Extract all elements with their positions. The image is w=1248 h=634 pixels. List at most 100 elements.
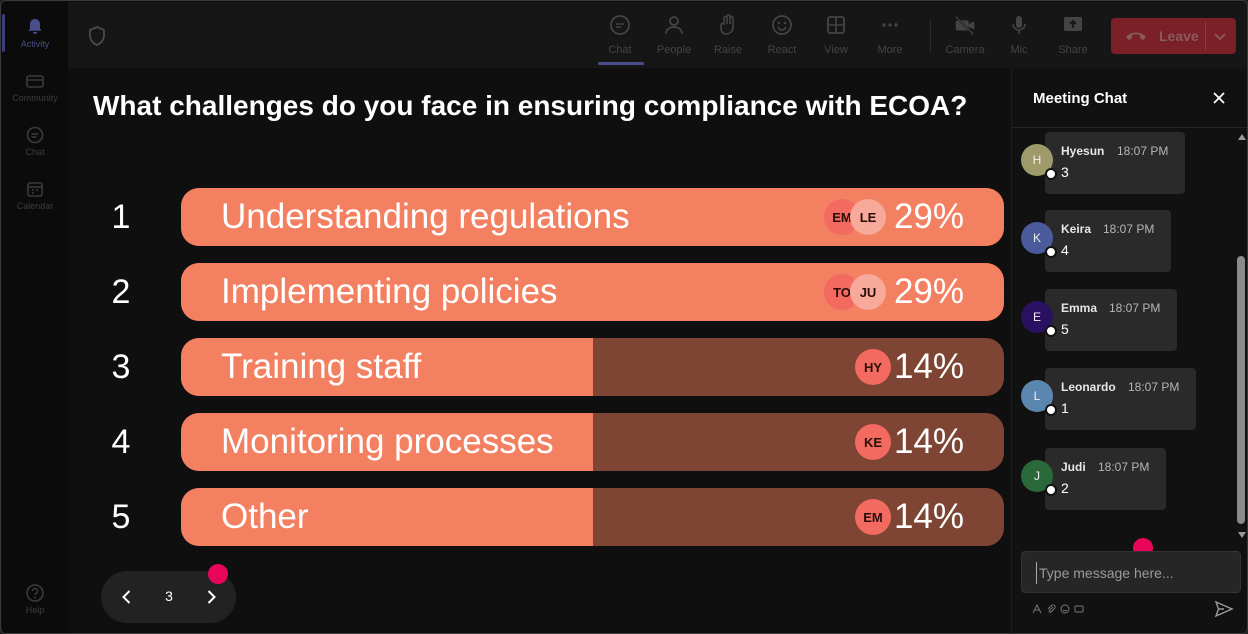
option-bar-fill (181, 488, 593, 546)
scrollbar-thumb[interactable] (1237, 256, 1245, 524)
option-bar: Other EM 14% (181, 488, 1004, 546)
message-time: 18:07 PM (1117, 144, 1169, 158)
message-bubble: Hyesun 18:07 PM 3 (1045, 132, 1185, 194)
chat-title: Meeting Chat (1033, 90, 1128, 107)
status-dot-icon (1045, 246, 1057, 258)
scroll-up-icon[interactable] (1238, 134, 1246, 140)
compose-tools (1032, 604, 1084, 614)
rail-item-label: Chat (25, 147, 45, 157)
avatar: L (1021, 380, 1053, 412)
chat-header: Meeting Chat (1012, 68, 1247, 128)
toolbar-share-button[interactable]: Share (1049, 12, 1097, 62)
message-time: 18:07 PM (1103, 222, 1155, 236)
shield-icon[interactable] (88, 26, 106, 46)
emoji-icon[interactable] (1060, 604, 1070, 614)
option-number: 1 (111, 197, 131, 236)
attach-icon[interactable] (1046, 604, 1056, 614)
rail-item-label: Help (25, 605, 45, 615)
close-icon[interactable] (1211, 90, 1227, 106)
poll-option: 1 Understanding regulations EM LE 29% (68, 188, 1011, 246)
toolbar-more-button[interactable]: More (866, 12, 914, 62)
avatar: K (1021, 222, 1053, 254)
rail-item-chat[interactable]: Chat (2, 116, 68, 166)
chat-message: Judi 18:07 PM 2 J (1012, 448, 1247, 510)
message-time: 18:07 PM (1109, 301, 1161, 315)
option-percent: 14% (893, 422, 964, 461)
option-bar-fill (181, 338, 593, 396)
option-number: 2 (111, 272, 131, 311)
rail-item-activity[interactable]: Activity (2, 8, 68, 58)
toolbar-react-button[interactable]: React (758, 12, 806, 62)
people-icon (662, 12, 686, 38)
chevron-right-icon[interactable] (201, 587, 221, 607)
toolbar-button-label: Raise (713, 44, 743, 56)
hand-icon (716, 12, 740, 38)
chat-scrollbar[interactable] (1235, 130, 1247, 544)
compose-box[interactable] (1021, 551, 1241, 593)
community-icon (24, 71, 46, 91)
option-label: Monitoring processes (221, 422, 554, 461)
option-label: Understanding regulations (221, 197, 630, 236)
option-number: 5 (111, 497, 131, 536)
option-bar: Monitoring processes KE 14% (181, 413, 1004, 471)
voter-avatars: KE (855, 424, 891, 460)
gif-icon[interactable] (1074, 604, 1084, 614)
voter-avatars: EM LE (824, 199, 886, 235)
toolbar-button-label: Camera (945, 44, 985, 56)
option-label: Implementing policies (221, 272, 558, 311)
message-text: 3 (1061, 164, 1069, 180)
status-dot-icon (1045, 325, 1057, 337)
message-time: 18:07 PM (1128, 380, 1180, 394)
message-bubble: Judi 18:07 PM 2 (1045, 448, 1166, 510)
page-number: 3 (165, 588, 173, 604)
chat-message: Leonardo 18:07 PM 1 L (1012, 368, 1247, 430)
bell-icon (24, 17, 46, 37)
status-dot-icon (1045, 168, 1057, 180)
rail-item-help[interactable]: Help (2, 574, 68, 624)
chevron-down-icon[interactable] (1211, 27, 1229, 45)
voter-avatars: HY (855, 349, 891, 385)
option-percent: 29% (893, 197, 964, 236)
poll-question: What challenges do you face in ensuring … (93, 90, 968, 121)
toolbar-button-label: React (767, 44, 797, 56)
poll-stage: What challenges do you face in ensuring … (68, 68, 1011, 633)
message-input[interactable] (1036, 562, 1226, 584)
option-bar: Implementing policies TO JU 29% (181, 263, 1004, 321)
scroll-down-icon[interactable] (1238, 532, 1246, 538)
chevron-left-icon[interactable] (117, 587, 137, 607)
rail-item-label: Community (12, 93, 58, 103)
meeting-chat-panel: Meeting Chat Hyesun 18:07 PM 3 H Keira 1… (1011, 68, 1247, 633)
toolbar-button-label: People (656, 44, 692, 56)
send-icon[interactable] (1214, 600, 1234, 618)
poll-option: 2 Implementing policies TO JU 29% (68, 263, 1011, 321)
avatar: LE (850, 199, 886, 235)
toolbar-view-button[interactable]: View (812, 12, 860, 62)
leave-divider (1205, 22, 1206, 50)
toolbar-mic-button[interactable]: Mic (995, 12, 1043, 62)
toolbar-button-label: View (824, 44, 848, 56)
toolbar-camera-button[interactable]: Camera (941, 12, 989, 62)
toolbar-chat-button[interactable]: Chat (596, 12, 644, 65)
message-sender: Emma (1061, 301, 1098, 315)
rail-item-label: Calendar (16, 201, 54, 211)
format-icon[interactable] (1032, 604, 1042, 614)
message-text: 4 (1061, 242, 1069, 258)
option-bar: Understanding regulations EM LE 29% (181, 188, 1004, 246)
toolbar-people-button[interactable]: People (650, 12, 698, 62)
rail-item-community[interactable]: Community (2, 62, 68, 112)
rail-item-calendar[interactable]: Calendar (2, 170, 68, 220)
avatar: HY (855, 349, 891, 385)
poll-option: 3 Training staff HY 14% (68, 338, 1011, 396)
avatar: KE (855, 424, 891, 460)
chat-message: Hyesun 18:07 PM 3 H (1012, 132, 1247, 194)
leave-button[interactable]: Leave (1111, 18, 1236, 54)
chat-icon (608, 12, 632, 38)
message-bubble: Emma 18:07 PM 5 (1045, 289, 1177, 351)
toolbar-button-label: Chat (608, 44, 632, 56)
more-icon (878, 12, 902, 38)
option-label: Training staff (221, 347, 422, 386)
toolbar-raise-button[interactable]: Raise (704, 12, 752, 62)
message-text: 5 (1061, 321, 1069, 337)
toolbar-button-label: Share (1058, 44, 1088, 56)
option-bar-fill (181, 413, 593, 471)
